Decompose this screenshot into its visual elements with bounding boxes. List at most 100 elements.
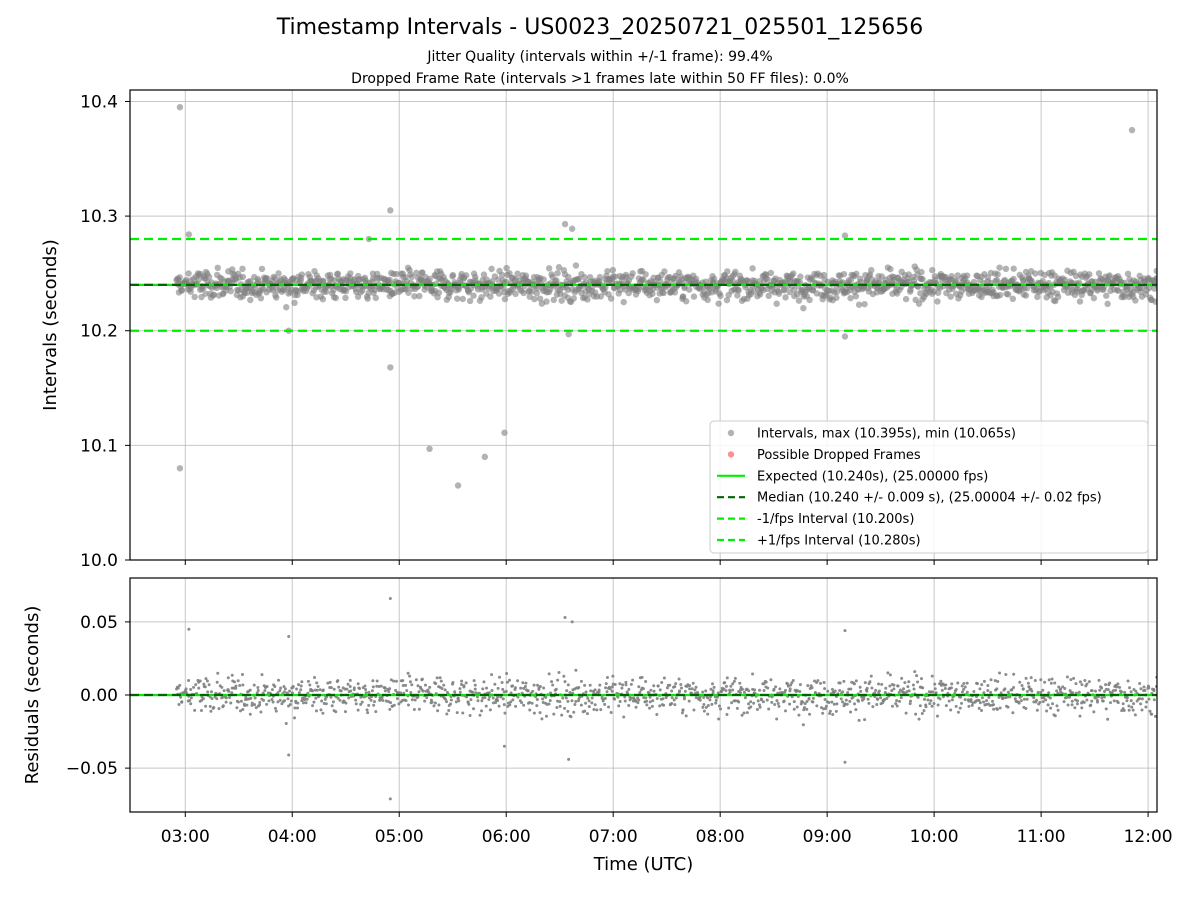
data-point [690, 293, 698, 300]
data-point [607, 295, 615, 302]
data-point [884, 686, 888, 690]
data-point [645, 699, 649, 703]
data-point [491, 701, 495, 705]
data-point [681, 708, 685, 712]
data-point [919, 677, 923, 681]
data-point [558, 704, 562, 708]
data-point [631, 678, 635, 682]
data-point [565, 273, 572, 281]
data-point [490, 689, 494, 693]
data-point [841, 700, 845, 704]
data-point [224, 696, 228, 700]
data-point [1190, 696, 1193, 699]
data-point [410, 698, 414, 702]
data-point [1024, 707, 1028, 711]
data-point [601, 699, 605, 703]
data-point [660, 680, 664, 684]
data-point [922, 709, 926, 713]
data-point [540, 276, 547, 283]
jitter-quality-subtitle: Jitter Quality (intervals within +/-1 fr… [427, 49, 773, 65]
data-point [544, 695, 548, 699]
data-point [1178, 277, 1184, 283]
data-point [1178, 697, 1181, 700]
data-point [969, 698, 973, 702]
data-point [887, 265, 894, 273]
data-point [1126, 679, 1130, 683]
data-point [511, 698, 515, 702]
data-point [1174, 698, 1177, 701]
data-point [1161, 290, 1167, 296]
data-point [1175, 680, 1178, 683]
data-point [719, 707, 723, 711]
intervals-panel: 10.0 10.1 10.2 10.3 10.4 Intervals (seconds) I… [40, 89, 1200, 571]
data-point [1192, 704, 1195, 707]
data-point [462, 272, 470, 279]
chart-title: Timestamp Intervals - US0023_20250721_02… [276, 15, 924, 40]
data-point [1164, 699, 1167, 702]
data-point [215, 697, 219, 701]
data-point [978, 701, 982, 705]
data-point [899, 696, 903, 700]
data-point [778, 687, 782, 691]
data-point [1174, 269, 1180, 275]
data-point [613, 683, 617, 687]
data-point [1177, 280, 1183, 286]
data-point [1178, 283, 1184, 289]
data-point [1055, 704, 1059, 708]
data-point [772, 687, 776, 691]
data-point [1032, 270, 1039, 277]
data-point [177, 703, 181, 707]
data-point [189, 696, 193, 700]
data-point [989, 678, 993, 682]
data-point [688, 684, 692, 688]
data-point [648, 695, 652, 699]
data-point [204, 704, 208, 708]
data-point [1147, 686, 1151, 690]
data-point [987, 695, 991, 699]
data-point [1092, 710, 1096, 714]
outlier-point [568, 225, 576, 232]
data-point [1063, 686, 1067, 690]
data-point [387, 689, 391, 693]
data-point [926, 698, 930, 702]
data-point [1173, 698, 1176, 701]
data-point [208, 704, 212, 708]
data-point [516, 695, 520, 699]
data-point [1195, 290, 1200, 296]
data-point [439, 679, 443, 683]
data-point [757, 703, 761, 707]
data-point [1130, 705, 1134, 709]
data-point [905, 271, 912, 278]
data-point [706, 696, 710, 700]
data-point [230, 673, 234, 677]
data-point [480, 699, 484, 703]
data-point [604, 682, 608, 686]
data-point [686, 286, 693, 293]
data-point [810, 686, 814, 690]
data-point [674, 682, 678, 686]
data-point [1163, 704, 1166, 707]
data-point [417, 707, 421, 711]
data-point [451, 681, 455, 685]
data-point [1004, 291, 1012, 298]
data-point [332, 687, 336, 691]
data-point [938, 697, 942, 701]
data-point [230, 691, 234, 695]
data-point [531, 689, 535, 693]
data-point [360, 700, 364, 704]
data-point [484, 704, 488, 708]
data-point [428, 685, 432, 689]
data-point [876, 278, 883, 285]
data-point [936, 703, 940, 707]
data-point [655, 697, 659, 701]
data-point [874, 688, 878, 692]
data-point [1095, 270, 1103, 277]
data-point [1175, 278, 1181, 284]
data-point [176, 274, 183, 281]
data-point [410, 683, 414, 687]
data-point [723, 296, 731, 304]
data-point [1162, 283, 1168, 289]
outlier-point [502, 744, 506, 748]
data-point [496, 695, 500, 699]
data-point [187, 678, 191, 682]
